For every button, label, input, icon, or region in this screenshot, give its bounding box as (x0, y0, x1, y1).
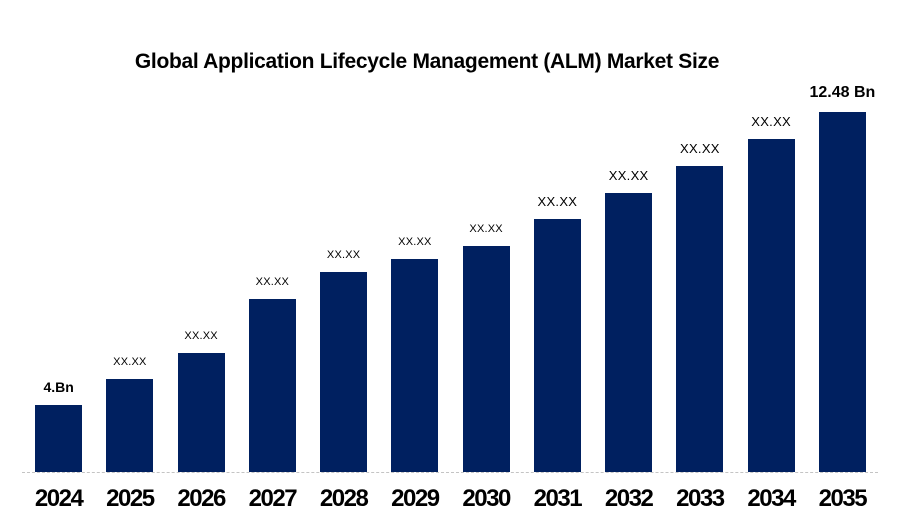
bar-group-2034: XX.XX (736, 115, 807, 472)
bar-group-2030: XX.XX (451, 224, 522, 472)
bar-group-2028: XX.XX (308, 250, 379, 472)
bar-2030 (462, 246, 510, 472)
x-axis-label-2027: 2027 (248, 485, 298, 512)
bar-group-2035: 12.48 Bn (807, 84, 878, 472)
bar-2029 (391, 259, 439, 472)
bar-group-2027: XX.XX (237, 277, 308, 472)
x-axis-label-2025: 2025 (106, 485, 155, 512)
x-axis-labels: 2024 2025 2026 2027 2028 2029 2030 2031 … (23, 487, 878, 511)
bar-2031 (533, 219, 581, 472)
x-axis-label-2026: 2026 (177, 485, 226, 512)
x-axis-label-2034: 2034 (747, 485, 796, 512)
x-axis-label-2029: 2029 (391, 485, 440, 512)
chart-title: Global Application Lifecycle Management … (134, 50, 720, 73)
value-label-2035: 12.48 Bn (809, 84, 876, 102)
value-label-2029: XX.XX (398, 236, 432, 249)
x-axis-label-2031: 2031 (533, 485, 583, 512)
bar-group-2029: XX.XX (379, 237, 450, 472)
bar-group-2032: XX.XX (593, 169, 664, 472)
plot-area: 4.Bn XX.XX XX.XX XX.XX XX.XX XX.XX XX.XX (23, 84, 878, 472)
value-label-2031: XX.XX (537, 194, 578, 210)
bar-2032 (605, 193, 653, 472)
bar-group-2024: 4.Bn (23, 380, 94, 472)
x-axis-label-2030: 2030 (462, 485, 511, 512)
bar-group-2025: XX.XX (94, 357, 165, 472)
bar-2026 (177, 353, 225, 472)
value-label-2025: XX.XX (113, 356, 147, 369)
value-label-2032: XX.XX (608, 168, 649, 184)
value-label-2027: XX.XX (255, 276, 290, 289)
bar-2033 (676, 166, 724, 472)
bar-2035 (818, 112, 866, 472)
x-axis-label-2028: 2028 (319, 485, 369, 512)
x-axis-label-2033: 2033 (676, 485, 725, 512)
bar-group-2026: XX.XX (166, 331, 237, 472)
bar-2025 (106, 379, 154, 472)
bar-group-2031: XX.XX (522, 195, 593, 472)
x-axis-label-2035: 2035 (818, 485, 868, 512)
bar-group-2033: XX.XX (664, 142, 735, 472)
value-label-2024: 4.Bn (43, 379, 74, 396)
bar-2027 (248, 299, 296, 472)
x-axis-line (22, 472, 878, 473)
bar-2024 (35, 405, 83, 472)
bar-2034 (747, 139, 795, 472)
value-label-2033: XX.XX (679, 141, 720, 157)
x-axis-label-2024: 2024 (34, 485, 84, 512)
value-label-2026: XX.XX (184, 330, 218, 343)
bar-2028 (320, 272, 368, 472)
value-label-2028: XX.XX (326, 249, 361, 262)
value-label-2030: XX.XX (469, 223, 503, 236)
value-label-2034: XX.XX (751, 114, 792, 130)
x-axis-label-2032: 2032 (604, 485, 654, 512)
